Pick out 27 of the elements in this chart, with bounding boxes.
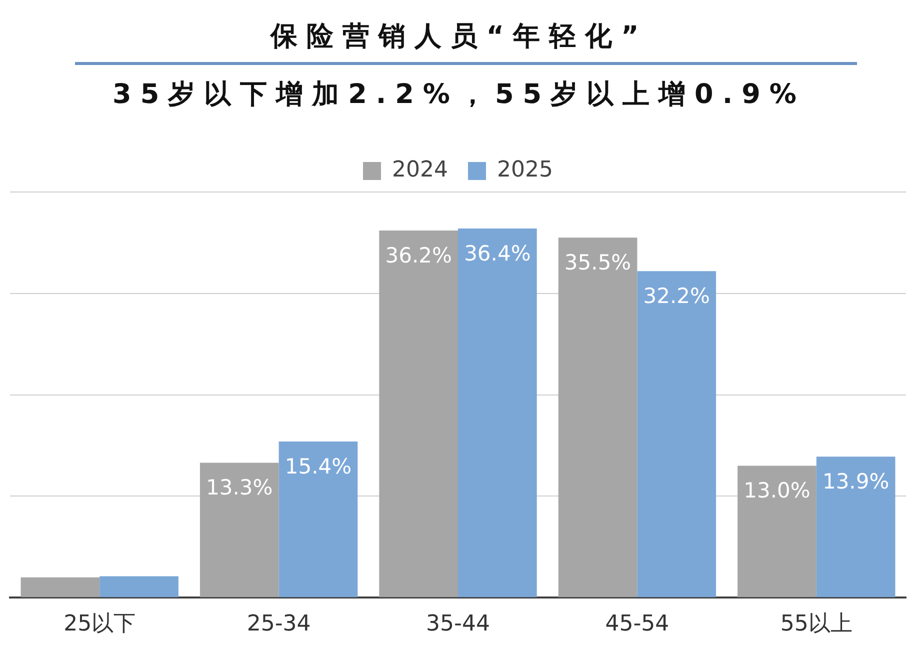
bar [738,466,816,598]
x-tick-label: 35-44 [426,612,490,637]
bar [100,576,178,598]
data-label: 35.5% [564,250,632,275]
bar [637,271,716,598]
bar [458,228,537,598]
data-label: 36.4% [464,241,531,266]
bar [816,456,896,598]
chart-subtitle: 35岁以下增加2.2%，55岁以上增0.9% [112,78,806,112]
data-label: 13.3% [206,476,273,500]
x-tick-label: 45-54 [605,612,670,637]
bar [20,577,100,598]
data-label: 15.4% [284,454,352,478]
bar [558,238,638,598]
bar [200,462,279,598]
bar [379,230,458,598]
bar [278,441,358,598]
data-label: 32.2% [643,284,710,308]
data-label: 36.2% [385,243,452,268]
x-tick-label: 25-34 [246,612,311,637]
legend-label: 2024 [392,158,448,183]
legend-label: 2025 [497,158,553,183]
data-label: 13.0% [744,478,810,503]
chart-title: 保险营销人员“年轻化” [268,20,649,54]
x-tick-label: 55以上 [780,612,852,637]
data-label: 13.9% [822,470,890,494]
x-tick-label: 25以下 [64,612,136,637]
